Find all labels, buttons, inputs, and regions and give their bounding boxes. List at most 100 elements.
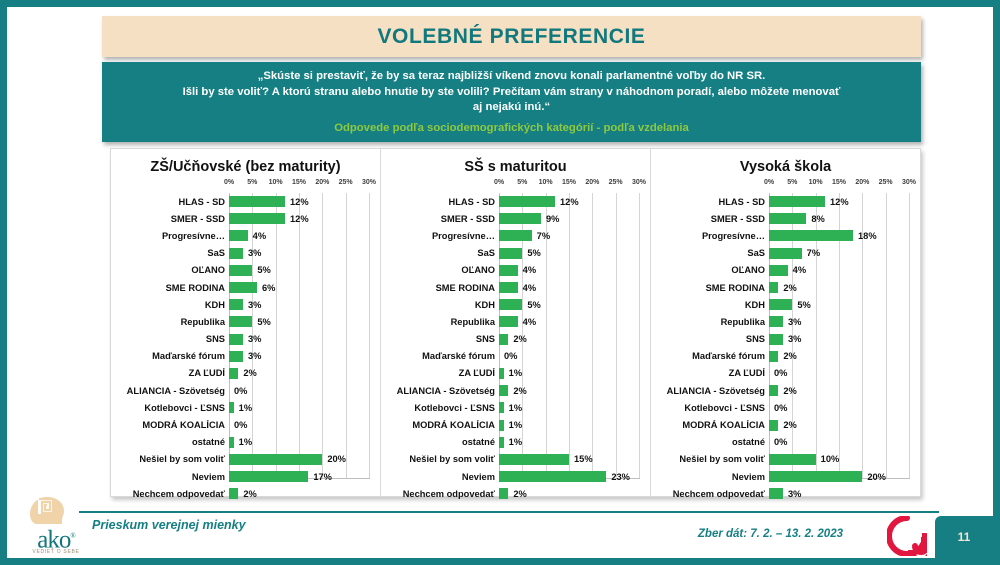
bar-value-label: 3% [248,334,262,345]
bar-category-label: Nechcem odpovedať [402,488,495,499]
axis-tick-label: 15% [561,179,577,186]
bar-row: ZA ĽUDÍ 2% [189,365,370,382]
bar [229,230,248,242]
bar-value-label: 15% [574,454,593,465]
bar [769,213,807,225]
axis-tick-label: 25% [608,179,623,186]
axis-tick-label: 0% [763,179,775,186]
bar-value-label: 1% [508,402,523,413]
bar-value-label: 3% [248,248,262,259]
bar-row: SME RODINA 2% [706,279,910,296]
gridline [615,193,617,479]
bar-value-label: 8% [811,213,825,224]
bar-value-label: 1% [508,368,523,379]
bar-category-label: Kotlebovci - ĽSNS [414,402,495,413]
bar-value-label: 2% [513,385,527,396]
bar-row: ZA ĽUDÍ 0% [729,365,910,382]
bar-row: SNS 3% [746,331,910,348]
bar-category-label: SaS [747,248,765,259]
bar-value-label: 1% [238,402,253,413]
bar-value-label: 4% [522,265,537,276]
bar [769,264,788,276]
bar-row: ALIANCIA - Szövetség 2% [667,382,910,399]
bar [229,453,323,465]
bar-value-label: 4% [522,282,537,293]
bar [499,471,607,483]
page-number: 11 [957,530,971,544]
bar [499,230,532,242]
gridline [252,193,254,479]
bar-value-label: 9% [546,213,560,224]
bar-category-label: KDH [744,299,765,310]
chart-panel: SŠ s maturitou 0% 5% 10% 15% 20% 25% 30% HLAS - … [380,149,650,500]
bar-row: OĽANO 4% [731,262,910,279]
axis-tick-label: 10% [538,179,553,186]
question-line-1: „Skúste si prestaviť, že by sa teraz naj… [257,70,766,82]
gridline [545,193,547,479]
bar-row: SaS 3% [207,245,370,262]
bar-category-label: SMER - SSD [170,213,225,224]
bar-row: SNS 3% [206,331,370,348]
bar-value-label: 2% [783,420,797,431]
bar [499,316,518,328]
chart-title: SŠ s maturitou [464,159,567,175]
bar [229,471,309,483]
gridline [909,193,910,479]
axis-tick-label: 10% [808,179,823,186]
bar-row: Nechcem odpovedať 2% [403,485,640,502]
axis-tick-label: 20% [855,179,870,186]
bar-category-label: ALIANCIA - Szövetség [396,385,495,396]
bar [499,419,504,431]
bar-category-label: MODRÁ KOALÍCIA [142,420,225,431]
bar-row: Republika 3% [721,313,910,330]
axis-tick-label: 30% [361,179,377,186]
axis-tick-label: 5% [247,179,258,186]
bar-category-label: SNS [205,334,225,345]
bar-category-label: ostatné [731,437,765,448]
bar [769,316,783,328]
bar-category-label: Kotlebovci - ĽSNS [144,402,225,413]
question-banner: „Skúste si prestaviť, že by sa teraz naj… [102,62,921,142]
bar-value-label: 0% [234,385,248,396]
bar-row: ALIANCIA - Szövetség 0% [127,382,370,399]
question-subtitle: Odpovede podľa sociodemografických kateg… [334,121,689,134]
bar-category-label: Progresívne… [431,230,495,241]
plot-area: HLAS - SD 12% SMER - SSD 8% Progresívne… 18% S… [667,193,910,500]
bar-row: HLAS - SD 12% [179,193,370,210]
bar [769,333,783,345]
chart-title: ZŠ/Učňovské (bez maturity) [150,159,341,175]
bar-value-label: 3% [788,488,802,499]
bar-value-label: 1% [508,437,523,448]
bar-row: Nešiel by som voliť 10% [679,451,910,468]
bar-row: Nechcem odpovedať 3% [673,485,910,502]
bar-row: SMER - SSD 12% [171,210,370,227]
chart-panel: ZŠ/Učňovské (bez maturity) 0% 5% 10% 15% 20% 2… [111,149,380,500]
bar-value-label: 12% [830,196,849,207]
bar-row: SME RODINA 4% [436,279,640,296]
axis-tick-label: 15% [831,179,847,186]
bar [769,247,802,259]
bar-row: Kotlebovci - ĽSNS 0% [684,399,910,416]
bar-category-label: Neviem [191,471,225,482]
bar-category-label: MODRÁ KOALÍCIA [682,420,765,431]
bar-category-label: OĽANO [191,265,225,276]
bar-value-label: 5% [527,299,541,310]
gridline [275,193,277,479]
question-line-3: aj nejakú inú.“ [472,101,551,113]
bar-value-label: 6% [262,282,276,293]
bar [499,367,504,379]
ako-logo: ako® VEDIEŤ O SEBE [23,494,89,558]
bar [499,488,509,500]
bar-category-label: SNS [475,334,495,345]
bar-category-label: Neviem [461,471,495,482]
bar-row: Maďarské fórum 3% [152,348,370,365]
bar-category-label: ZA ĽUDÍ [458,368,495,379]
ako-head-icon [30,497,64,524]
bar [499,299,523,311]
bar-row: Nešiel by som voliť 20% [139,451,370,468]
bar-category-label: KDH [204,299,225,310]
bar [229,299,243,311]
axis-tick-label: 20% [585,179,600,186]
axis-tick-label: 30% [901,179,917,186]
